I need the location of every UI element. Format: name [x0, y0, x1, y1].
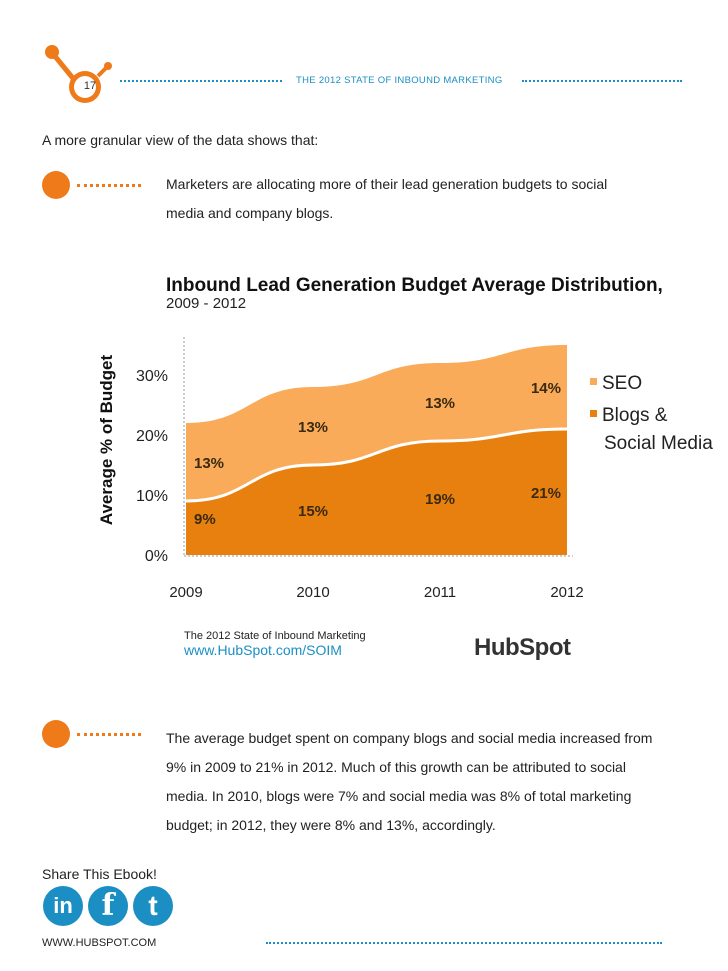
y-tick-label: 30%	[136, 368, 168, 385]
bullet-marker-2	[42, 720, 70, 748]
chart-title: Inbound Lead Generation Budget Average D…	[166, 275, 663, 296]
linkedin-icon[interactable]: in	[43, 886, 83, 926]
y-axis-title: Average % of Budget	[97, 354, 116, 525]
bullet-2-line: budget; in 2012, they were 8% and 13%, a…	[166, 817, 496, 833]
y-tick-label: 20%	[136, 428, 168, 445]
bullet-dots-2	[77, 733, 141, 736]
header-dots-right	[522, 80, 682, 82]
x-tick-label: 2012	[550, 584, 583, 601]
y-tick-label: 10%	[136, 488, 168, 505]
data-label-seo: 13%	[194, 455, 224, 472]
y-tick-label: 0%	[145, 548, 168, 565]
data-label-seo: 13%	[298, 419, 328, 436]
bullet-2-line: media. In 2010, blogs were 7% and social…	[166, 788, 632, 804]
data-label-blogs-social: 15%	[298, 503, 328, 520]
legend-swatch-blogs	[590, 410, 597, 417]
bullet-marker-1	[42, 171, 70, 199]
legend-label-blogs: Blogs &	[602, 405, 668, 426]
footer-url[interactable]: WWW.HUBSPOT.COM	[42, 937, 157, 949]
bullet-1-text: Marketers are allocating more of their l…	[166, 170, 706, 228]
bullet-dots-1	[77, 184, 141, 187]
footer-dots	[266, 942, 662, 944]
intro-text: A more granular view of the data shows t…	[42, 132, 319, 148]
bullet-2-line: The average budget spent on company blog…	[166, 730, 653, 746]
x-tick-label: 2011	[424, 584, 456, 601]
x-tick-label: 2010	[296, 584, 329, 601]
hubspot-sprocket-logo	[40, 42, 120, 104]
x-tick-label: 2009	[169, 584, 202, 601]
data-label-seo: 13%	[425, 395, 455, 412]
data-label-blogs-social: 21%	[531, 485, 561, 502]
hubspot-brand-logo: HubSpot	[474, 634, 571, 662]
facebook-icon[interactable]: f	[88, 886, 128, 926]
bullet-1-line: Marketers are allocating more of their l…	[166, 176, 608, 192]
bullet-1-line: media and company blogs.	[166, 205, 334, 221]
brand-text: HubSpot	[474, 634, 571, 661]
share-label: Share This Ebook!	[42, 866, 157, 882]
legend-item-seo: SEO	[590, 370, 726, 398]
source-line-1: The 2012 State of Inbound Marketing	[184, 630, 366, 642]
bullet-2-text: The average budget spent on company blog…	[166, 724, 711, 840]
bullet-2-line: 9% in 2009 to 21% in 2012. Much of this …	[166, 759, 626, 775]
legend-label-blogs-line2: Social Media	[604, 433, 713, 454]
area-blogs-social	[186, 429, 567, 555]
legend-label-seo: SEO	[602, 373, 643, 394]
data-label-blogs-social: 19%	[425, 491, 455, 508]
chart-subtitle: 2009 - 2012	[166, 295, 247, 312]
series-separator-line	[185, 427, 568, 503]
legend-swatch-seo	[590, 378, 597, 385]
source-link[interactable]: www.HubSpot.com/SOIM	[184, 642, 342, 658]
page-number: 17	[83, 80, 97, 92]
data-label-seo: 14%	[531, 380, 561, 397]
chart-area: 0% 10% 20% 30% Average % of Budget 2009 2010 20…	[97, 337, 584, 601]
twitter-icon[interactable]: t	[133, 886, 173, 926]
data-label-blogs-social: 9%	[194, 511, 216, 528]
legend-item-blogs: Blogs &	[590, 402, 726, 430]
chart-legend: SEO Blogs & Social Media	[590, 370, 726, 458]
header-dots-left	[120, 80, 282, 82]
header-title: THE 2012 STATE OF INBOUND MARKETING	[296, 75, 503, 86]
